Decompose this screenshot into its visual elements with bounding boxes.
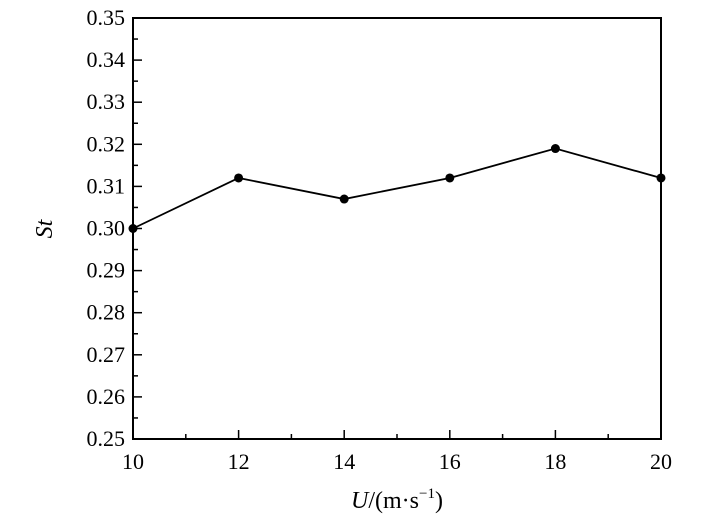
plot-frame [132,17,662,440]
data-point [234,173,244,183]
y-tick-label: 0.29 [87,258,126,283]
x-axis-label: U/(m·s−1) [351,486,443,514]
series-line [132,147,662,230]
data-point [550,144,560,154]
y-tick-label: 0.27 [87,342,126,367]
data-point [445,173,455,183]
y-tick-label: 0.32 [87,131,126,156]
x-axis-label-var: U [351,488,370,514]
y-tick-label: 0.34 [87,47,126,72]
x-tick-label: 12 [228,449,250,474]
y-tick-label: 0.31 [87,173,126,198]
x-tick-label: 16 [439,449,461,474]
y-tick-label: 0.25 [87,426,126,451]
y-axis-label: St [32,218,58,238]
x-tick-label: 20 [650,449,672,474]
y-tick-label: 0.33 [87,89,126,114]
y-tick-label: 0.35 [87,5,126,30]
x-tick-label: 10 [122,449,144,474]
x-axis-label-close: ) [435,488,443,514]
x-tick-label: 14 [333,449,355,474]
data-point [339,194,349,204]
x-axis-label-unit: /(m·s [368,488,419,514]
x-axis-label-exp: −1 [419,486,435,502]
y-tick-label: 0.30 [87,216,126,241]
x-tick-label: 18 [544,449,566,474]
y-tick-label: 0.28 [87,300,126,325]
y-tick-label: 0.26 [87,384,126,409]
